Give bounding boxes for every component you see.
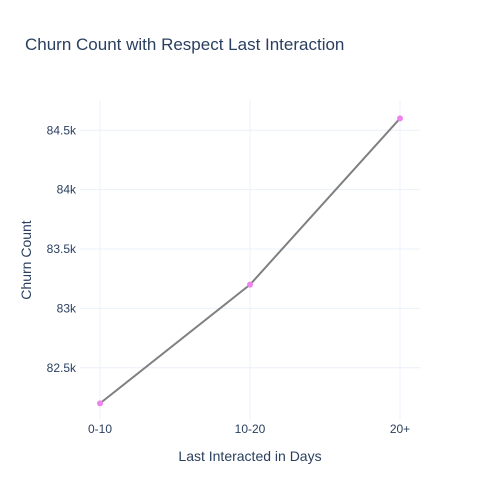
y-tick-label: 84.5k [47, 123, 77, 137]
y-tick-label: 83.5k [47, 242, 77, 256]
data-point[interactable] [397, 115, 403, 122]
y-axis-title: Churn Count [18, 220, 34, 299]
y-tick-label: 83k [57, 301, 77, 315]
chart-title: Churn Count with Respect Last Interactio… [25, 35, 344, 54]
y-tick-label: 82.5k [47, 361, 77, 375]
y-axis-ticks: 82.5k 83k 83.5k 84k 84.5k [47, 123, 77, 374]
data-point[interactable] [97, 400, 103, 407]
x-tick-label: 0-10 [88, 422, 112, 436]
data-point[interactable] [247, 281, 253, 288]
x-tick-label: 20+ [390, 422, 410, 436]
series-layer [97, 115, 403, 407]
y-tick-label: 84k [57, 183, 77, 197]
x-axis-ticks: 0-10 10-20 20+ [88, 422, 410, 436]
x-axis-title: Last Interacted in Days [178, 448, 321, 464]
x-gridlines [99, 100, 401, 420]
x-tick-label: 10-20 [235, 422, 266, 436]
